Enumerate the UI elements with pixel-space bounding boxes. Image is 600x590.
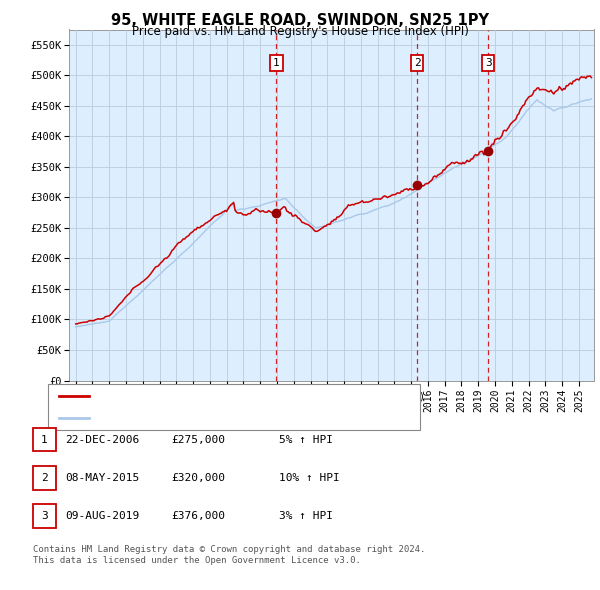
Text: 22-DEC-2006: 22-DEC-2006 — [65, 435, 139, 444]
Text: 5% ↑ HPI: 5% ↑ HPI — [279, 435, 333, 444]
Text: £275,000: £275,000 — [171, 435, 225, 444]
Text: 09-AUG-2019: 09-AUG-2019 — [65, 512, 139, 521]
Text: 08-MAY-2015: 08-MAY-2015 — [65, 473, 139, 483]
Text: This data is licensed under the Open Government Licence v3.0.: This data is licensed under the Open Gov… — [33, 556, 361, 565]
Text: 95, WHITE EAGLE ROAD, SWINDON, SN25 1PY: 95, WHITE EAGLE ROAD, SWINDON, SN25 1PY — [111, 13, 489, 28]
Text: £320,000: £320,000 — [171, 473, 225, 483]
Text: 95, WHITE EAGLE ROAD, SWINDON, SN25 1PY (detached house): 95, WHITE EAGLE ROAD, SWINDON, SN25 1PY … — [96, 391, 425, 401]
Text: 3: 3 — [41, 512, 48, 521]
Text: 1: 1 — [273, 58, 280, 68]
Text: £376,000: £376,000 — [171, 512, 225, 521]
Text: 1: 1 — [41, 435, 48, 444]
Text: HPI: Average price, detached house, Swindon: HPI: Average price, detached house, Swin… — [96, 413, 349, 423]
Text: Price paid vs. HM Land Registry's House Price Index (HPI): Price paid vs. HM Land Registry's House … — [131, 25, 469, 38]
Text: 2: 2 — [41, 473, 48, 483]
Text: Contains HM Land Registry data © Crown copyright and database right 2024.: Contains HM Land Registry data © Crown c… — [33, 545, 425, 555]
Text: 3: 3 — [485, 58, 492, 68]
Text: 3% ↑ HPI: 3% ↑ HPI — [279, 512, 333, 521]
Text: 2: 2 — [414, 58, 421, 68]
Text: 10% ↑ HPI: 10% ↑ HPI — [279, 473, 340, 483]
